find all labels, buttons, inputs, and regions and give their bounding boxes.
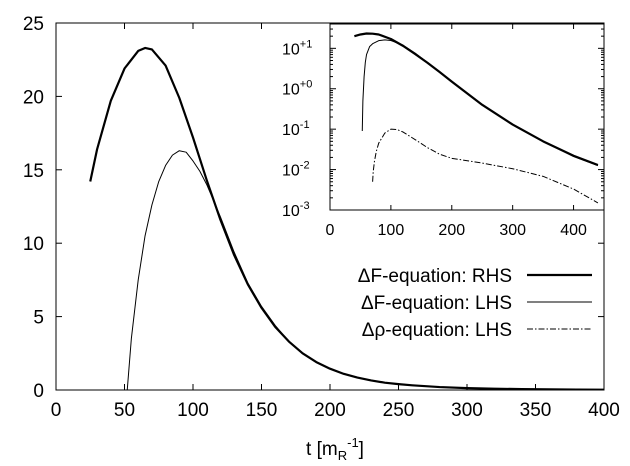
inset-y-tick-label: 10+0 [282, 79, 312, 99]
x-tick-label: 300 [451, 400, 483, 421]
y-tick-label: 10 [23, 234, 44, 255]
inset-x-tick-label: 100 [378, 222, 405, 239]
x-tick-label: 100 [177, 400, 209, 421]
y-tick-label: 20 [23, 87, 44, 108]
main-series-group [89, 46, 604, 390]
inset-series-line-thin-solid [361, 39, 599, 167]
y-tick-label: 25 [23, 14, 44, 35]
x-axis-label: t [mR-1] [306, 435, 364, 463]
inset-x-tick-label: 300 [499, 222, 526, 239]
inset-plot-frame [329, 23, 605, 211]
legend-entry-label: Δρ-equation: LHS [362, 320, 512, 341]
inset-x-tick-label: 200 [438, 222, 465, 239]
x-tick-label: 200 [314, 400, 346, 421]
series-line-thin-solid [126, 150, 604, 390]
y-tick-label: 15 [23, 161, 44, 182]
main-plot: 0 50 100 150 200 250 300 350 400 0 5 10 15 20 25 [23, 14, 620, 421]
y-tick-label: 0 [33, 381, 44, 402]
inset-y-tick-label: 10-1 [282, 119, 310, 139]
x-tick-label: 350 [520, 400, 552, 421]
x-tick-label: 150 [246, 400, 278, 421]
x-tick-label: 250 [383, 400, 415, 421]
inset-series-line-dash-dot [372, 128, 599, 204]
inset-y-tick-label: 10+1 [282, 38, 312, 58]
x-tick-label: 0 [51, 400, 62, 421]
legend-entry-label: ΔF-equation: RHS [358, 266, 512, 287]
inset-series-group [354, 32, 599, 204]
x-tick-label: 50 [114, 400, 135, 421]
x-tick-label: 400 [588, 400, 620, 421]
inset-x-tick-label: 0 [326, 222, 335, 239]
inset-plot: 0 100 200 300 400 10-3 10-2 10-1 10+0 10+1 [282, 23, 605, 239]
y-tick-label: 5 [33, 308, 44, 329]
inset-y-tick-label: 10-2 [282, 160, 310, 180]
inset-x-tick-label: 400 [560, 222, 587, 239]
inset-y-tick-label: 10-3 [282, 200, 310, 220]
legend: ΔF-equation: RHS ΔF-equation: LHS Δρ-equat… [358, 266, 592, 341]
legend-entry-label: ΔF-equation: LHS [361, 293, 512, 314]
